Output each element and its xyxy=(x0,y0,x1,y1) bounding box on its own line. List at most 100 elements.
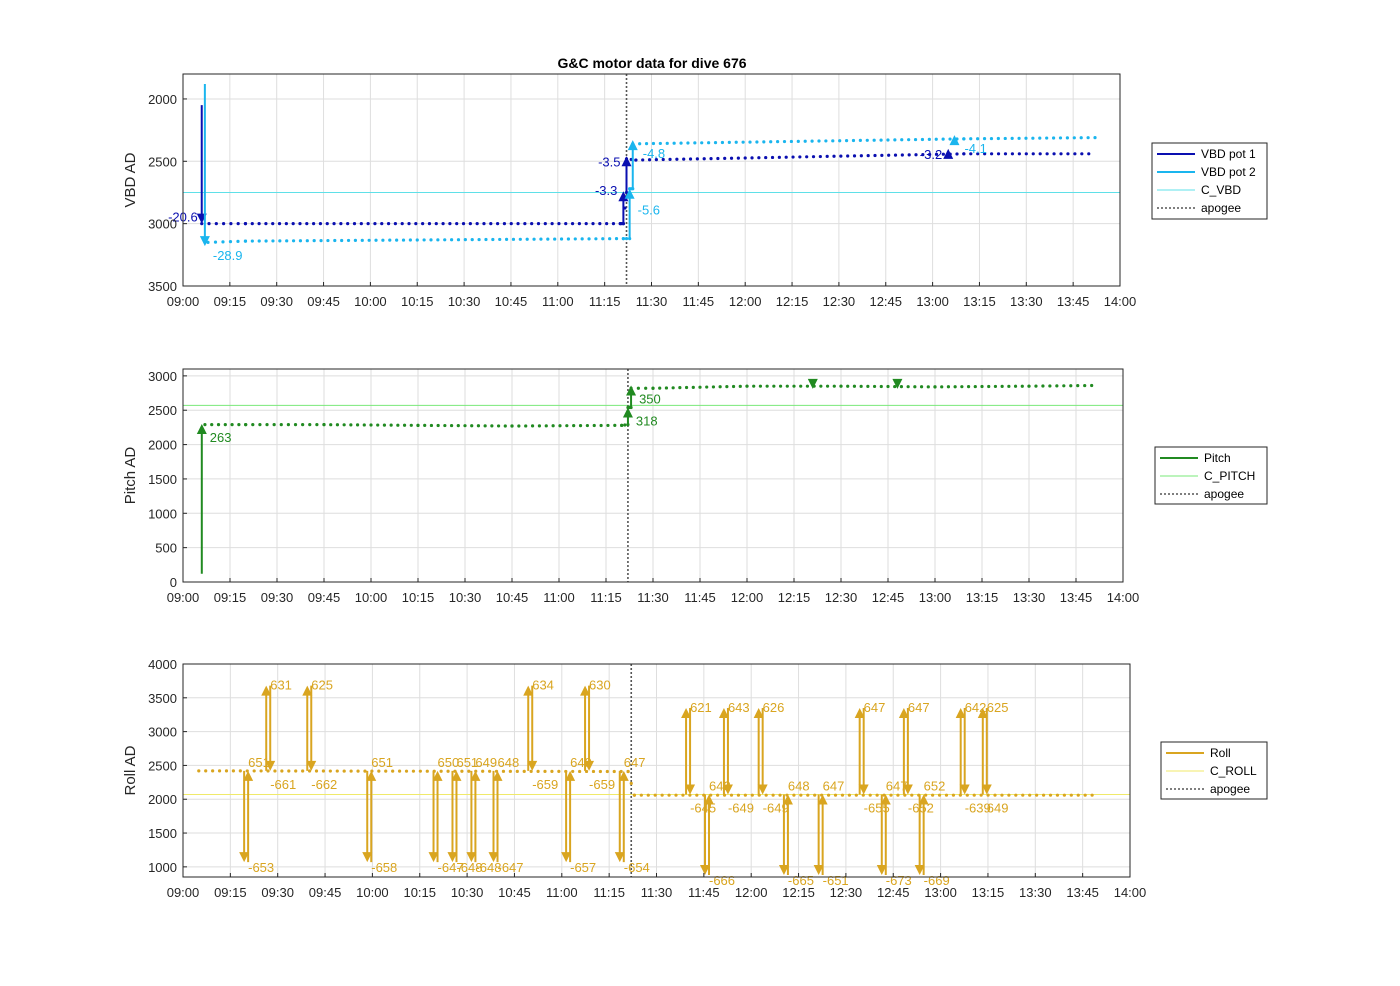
roll-point xyxy=(688,793,692,797)
vbd1-point xyxy=(257,222,261,226)
vbd1-point xyxy=(962,152,966,156)
roll-label: 630 xyxy=(589,678,611,693)
vbd1-point xyxy=(866,154,870,158)
vbd1-point xyxy=(1087,152,1091,156)
vbd1-point xyxy=(229,222,233,226)
x-tick-label: 11:45 xyxy=(683,294,715,309)
roll-arrow xyxy=(778,864,789,875)
pitch-point xyxy=(805,384,810,388)
x-tick-label: 10:00 xyxy=(355,590,388,605)
x-tick-label: 09:00 xyxy=(167,294,200,309)
roll-point xyxy=(1028,793,1032,797)
y-tick-label: 1500 xyxy=(148,472,177,487)
pitch-point xyxy=(872,384,877,389)
pitch-point xyxy=(846,384,850,388)
vbd1-point xyxy=(695,157,699,161)
spike-label: -3.5 xyxy=(598,154,620,169)
pitch-point xyxy=(879,384,883,389)
roll-point xyxy=(646,793,650,797)
vbd2-point xyxy=(319,239,323,243)
vbd2-point xyxy=(340,238,344,243)
vbd1-point xyxy=(509,222,513,226)
pitch-point xyxy=(315,423,319,427)
vbd1-point xyxy=(591,222,595,226)
x-tick-label: 13:00 xyxy=(919,590,952,605)
vbd1-point xyxy=(339,222,343,226)
vbd2-point xyxy=(463,238,467,242)
roll-point xyxy=(868,793,872,797)
vbd1-point xyxy=(207,222,211,226)
vbd2-point xyxy=(408,238,412,242)
roll-label: 651 xyxy=(456,755,478,770)
roll-point xyxy=(252,769,256,773)
vbd1-point xyxy=(570,222,575,226)
pitch-point xyxy=(237,423,241,427)
vbd2-point xyxy=(638,142,642,146)
y-tick-label: 3500 xyxy=(148,279,177,294)
spike-arrow xyxy=(624,188,635,199)
vbd2-point xyxy=(312,239,316,243)
vbd1-point xyxy=(441,222,445,226)
roll-point xyxy=(314,769,319,773)
vbd2-point xyxy=(900,138,904,142)
pitch-point xyxy=(752,384,756,388)
pitch-point xyxy=(524,424,528,428)
x-tick-label: 11:30 xyxy=(641,885,673,900)
roll-point xyxy=(231,769,236,773)
vbd2-point xyxy=(907,138,911,142)
pitch-point xyxy=(933,385,937,389)
roll-point xyxy=(501,769,506,773)
roll-point xyxy=(1055,793,1060,797)
vbd1-point xyxy=(859,154,863,158)
vbd1-point xyxy=(682,157,686,161)
vbd2-point xyxy=(206,240,210,244)
x-tick-label: 13:45 xyxy=(1060,590,1093,605)
vbd1-point xyxy=(1080,152,1084,156)
y-tick-label: 3500 xyxy=(148,691,177,706)
vbd2-point xyxy=(1079,136,1083,140)
vbd2-point xyxy=(511,237,516,241)
vbd1-point xyxy=(577,222,581,226)
pitch-point xyxy=(476,424,481,428)
vbd2-point xyxy=(381,238,385,242)
pitch-point xyxy=(443,423,447,428)
pitch-point xyxy=(684,385,689,390)
roll-point xyxy=(204,769,208,773)
y-tick-label: 2000 xyxy=(148,792,177,807)
roll-arrow xyxy=(704,794,715,805)
vbd2-point xyxy=(213,240,218,244)
roll-point xyxy=(993,793,997,797)
roll-point xyxy=(937,793,942,797)
vbd2-point xyxy=(824,139,828,143)
vbd1-point xyxy=(1038,152,1042,156)
spike-arrow xyxy=(199,236,210,247)
vbd2-point xyxy=(838,139,842,143)
x-tick-label: 13:45 xyxy=(1057,294,1090,309)
vbd1-point xyxy=(900,153,904,157)
spike-label: -4.1 xyxy=(964,141,986,156)
spike-label: 318 xyxy=(636,413,658,428)
pitch-point xyxy=(251,423,255,427)
pitch-point xyxy=(279,423,283,427)
spike-arrow xyxy=(196,423,207,434)
x-tick-label: 14:00 xyxy=(1107,590,1140,605)
pitch-point xyxy=(1090,383,1094,388)
y-tick-label: 2500 xyxy=(148,758,177,773)
roll-label: 647 xyxy=(908,700,930,715)
pitch-point xyxy=(376,423,380,427)
pitch-point xyxy=(698,385,702,389)
vbd1-point xyxy=(455,222,459,226)
vbd2-point xyxy=(1093,136,1097,140)
vbd1-point xyxy=(1052,152,1056,156)
x-tick-label: 12:00 xyxy=(735,885,768,900)
vbd2-point xyxy=(367,238,371,242)
vbd1-point xyxy=(373,222,377,226)
pitch-point xyxy=(738,384,742,388)
vbd1-point xyxy=(928,152,932,157)
pitch-point xyxy=(778,384,783,388)
roll-point xyxy=(910,793,914,797)
vbd2-point xyxy=(727,140,731,144)
pitch-point xyxy=(906,385,910,389)
spike-arrow xyxy=(627,140,638,151)
roll-point xyxy=(875,793,879,797)
